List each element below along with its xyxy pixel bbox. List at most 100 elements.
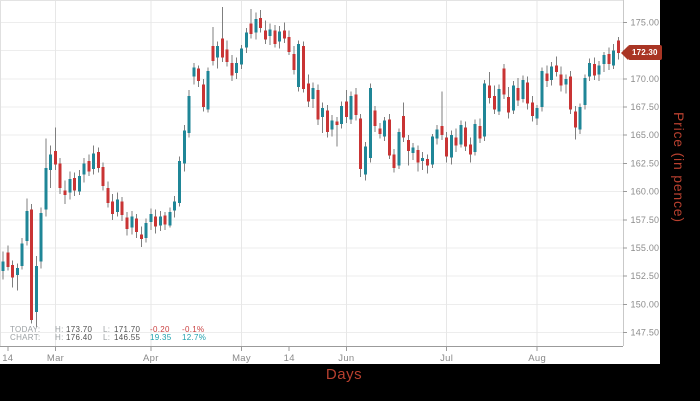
candle xyxy=(282,22,286,43)
y-axis-label: 175.00 xyxy=(631,18,660,28)
candle xyxy=(430,134,434,168)
candle xyxy=(344,90,348,123)
x-axis-label: May xyxy=(232,353,251,364)
candle xyxy=(583,74,587,110)
candle xyxy=(235,57,239,79)
candle xyxy=(297,40,301,92)
candle xyxy=(220,6,224,63)
candle xyxy=(602,51,606,73)
y-axis-label: 160.00 xyxy=(631,187,660,197)
candle xyxy=(397,128,401,170)
legend-chart-high-label: H: xyxy=(55,332,64,342)
candle xyxy=(516,77,520,106)
chart-legend: TODAY: H: 173.70 L: 171.70 -0.20 -0.1% C… xyxy=(10,326,240,341)
candle xyxy=(507,86,511,119)
candle xyxy=(540,67,544,112)
candle xyxy=(545,65,549,87)
candle xyxy=(354,87,358,121)
candle xyxy=(44,138,48,217)
candle xyxy=(530,95,534,122)
candle xyxy=(15,263,19,291)
candle xyxy=(612,44,615,69)
legend-today-change: -0.20 xyxy=(150,325,170,334)
x-axis-label: Jun xyxy=(338,353,354,364)
x-axis-label: Aug xyxy=(528,353,546,364)
candle xyxy=(268,23,272,46)
candle xyxy=(139,226,143,247)
legend-row-chart: CHART: H: 176.40 L: 146.55 19.35 12.7% xyxy=(10,332,240,342)
candle xyxy=(330,115,334,137)
candle xyxy=(321,102,325,133)
candle xyxy=(306,74,310,108)
y-axis-label: 165.00 xyxy=(631,130,660,140)
candle xyxy=(249,9,253,39)
candle xyxy=(435,125,439,145)
candle xyxy=(378,122,382,139)
candle xyxy=(58,157,62,194)
candle xyxy=(163,211,167,230)
candle xyxy=(454,128,458,153)
candle xyxy=(564,74,568,94)
candle xyxy=(73,172,76,197)
candle xyxy=(488,72,491,104)
candle xyxy=(87,154,91,176)
candle xyxy=(392,148,396,173)
candle xyxy=(607,47,611,70)
y-axis-label: 157.50 xyxy=(631,215,660,225)
candle xyxy=(1,251,5,280)
legend-today-high-value: 173.70 xyxy=(66,325,93,334)
candle xyxy=(263,20,267,44)
candle xyxy=(82,157,86,183)
candle xyxy=(11,260,14,288)
candle xyxy=(597,60,601,82)
chart-panel: 147.50 150.00 152.50 155.00 157.50 160.00 162.… xyxy=(0,0,662,364)
candle xyxy=(464,121,468,151)
x-axis-label: Jul xyxy=(440,353,453,364)
legend-today-low-label: L: xyxy=(103,325,111,334)
candle xyxy=(406,135,410,166)
candle xyxy=(6,245,10,271)
candle xyxy=(96,147,100,173)
candle xyxy=(34,255,38,327)
y-axis-title: Price (in pence) xyxy=(671,112,687,223)
x-axis-label: Mar xyxy=(47,353,64,364)
legend-chart-low-label: L: xyxy=(103,332,111,342)
candle xyxy=(445,131,449,163)
candle xyxy=(387,113,391,159)
x-axis-labels: 14 Mar Apr May 14 Jun Jul Aug xyxy=(2,346,546,364)
x-axis-label: Apr xyxy=(143,353,159,364)
candle xyxy=(359,113,363,177)
candle xyxy=(368,83,372,163)
candle xyxy=(168,207,172,228)
candle xyxy=(616,37,620,60)
candle xyxy=(593,57,596,80)
candlestick-chart: 147.50 150.00 152.50 155.00 157.50 160.00 162.… xyxy=(0,0,660,364)
candle xyxy=(216,41,220,69)
candle xyxy=(588,58,592,82)
candle xyxy=(497,84,501,115)
candle xyxy=(116,192,119,217)
candle xyxy=(254,12,258,40)
candle xyxy=(54,127,57,171)
legend-today-change-pct: -0.1% xyxy=(182,325,205,334)
candle xyxy=(39,207,43,269)
candle xyxy=(511,81,515,114)
candle xyxy=(325,104,329,138)
candle xyxy=(550,62,553,86)
candle xyxy=(201,78,205,112)
candle xyxy=(130,210,134,235)
candle xyxy=(569,71,573,114)
candle xyxy=(240,45,243,69)
candle xyxy=(526,76,530,110)
legend-chart-high-value: 176.40 xyxy=(66,332,93,342)
gridlines xyxy=(0,0,623,346)
candle xyxy=(154,209,158,234)
candlestick-series xyxy=(1,6,620,327)
candle xyxy=(149,208,153,230)
candle xyxy=(478,118,482,144)
candle xyxy=(292,46,296,75)
candle xyxy=(278,25,282,49)
candle xyxy=(502,64,506,100)
candle xyxy=(173,196,177,218)
candle xyxy=(158,210,162,232)
